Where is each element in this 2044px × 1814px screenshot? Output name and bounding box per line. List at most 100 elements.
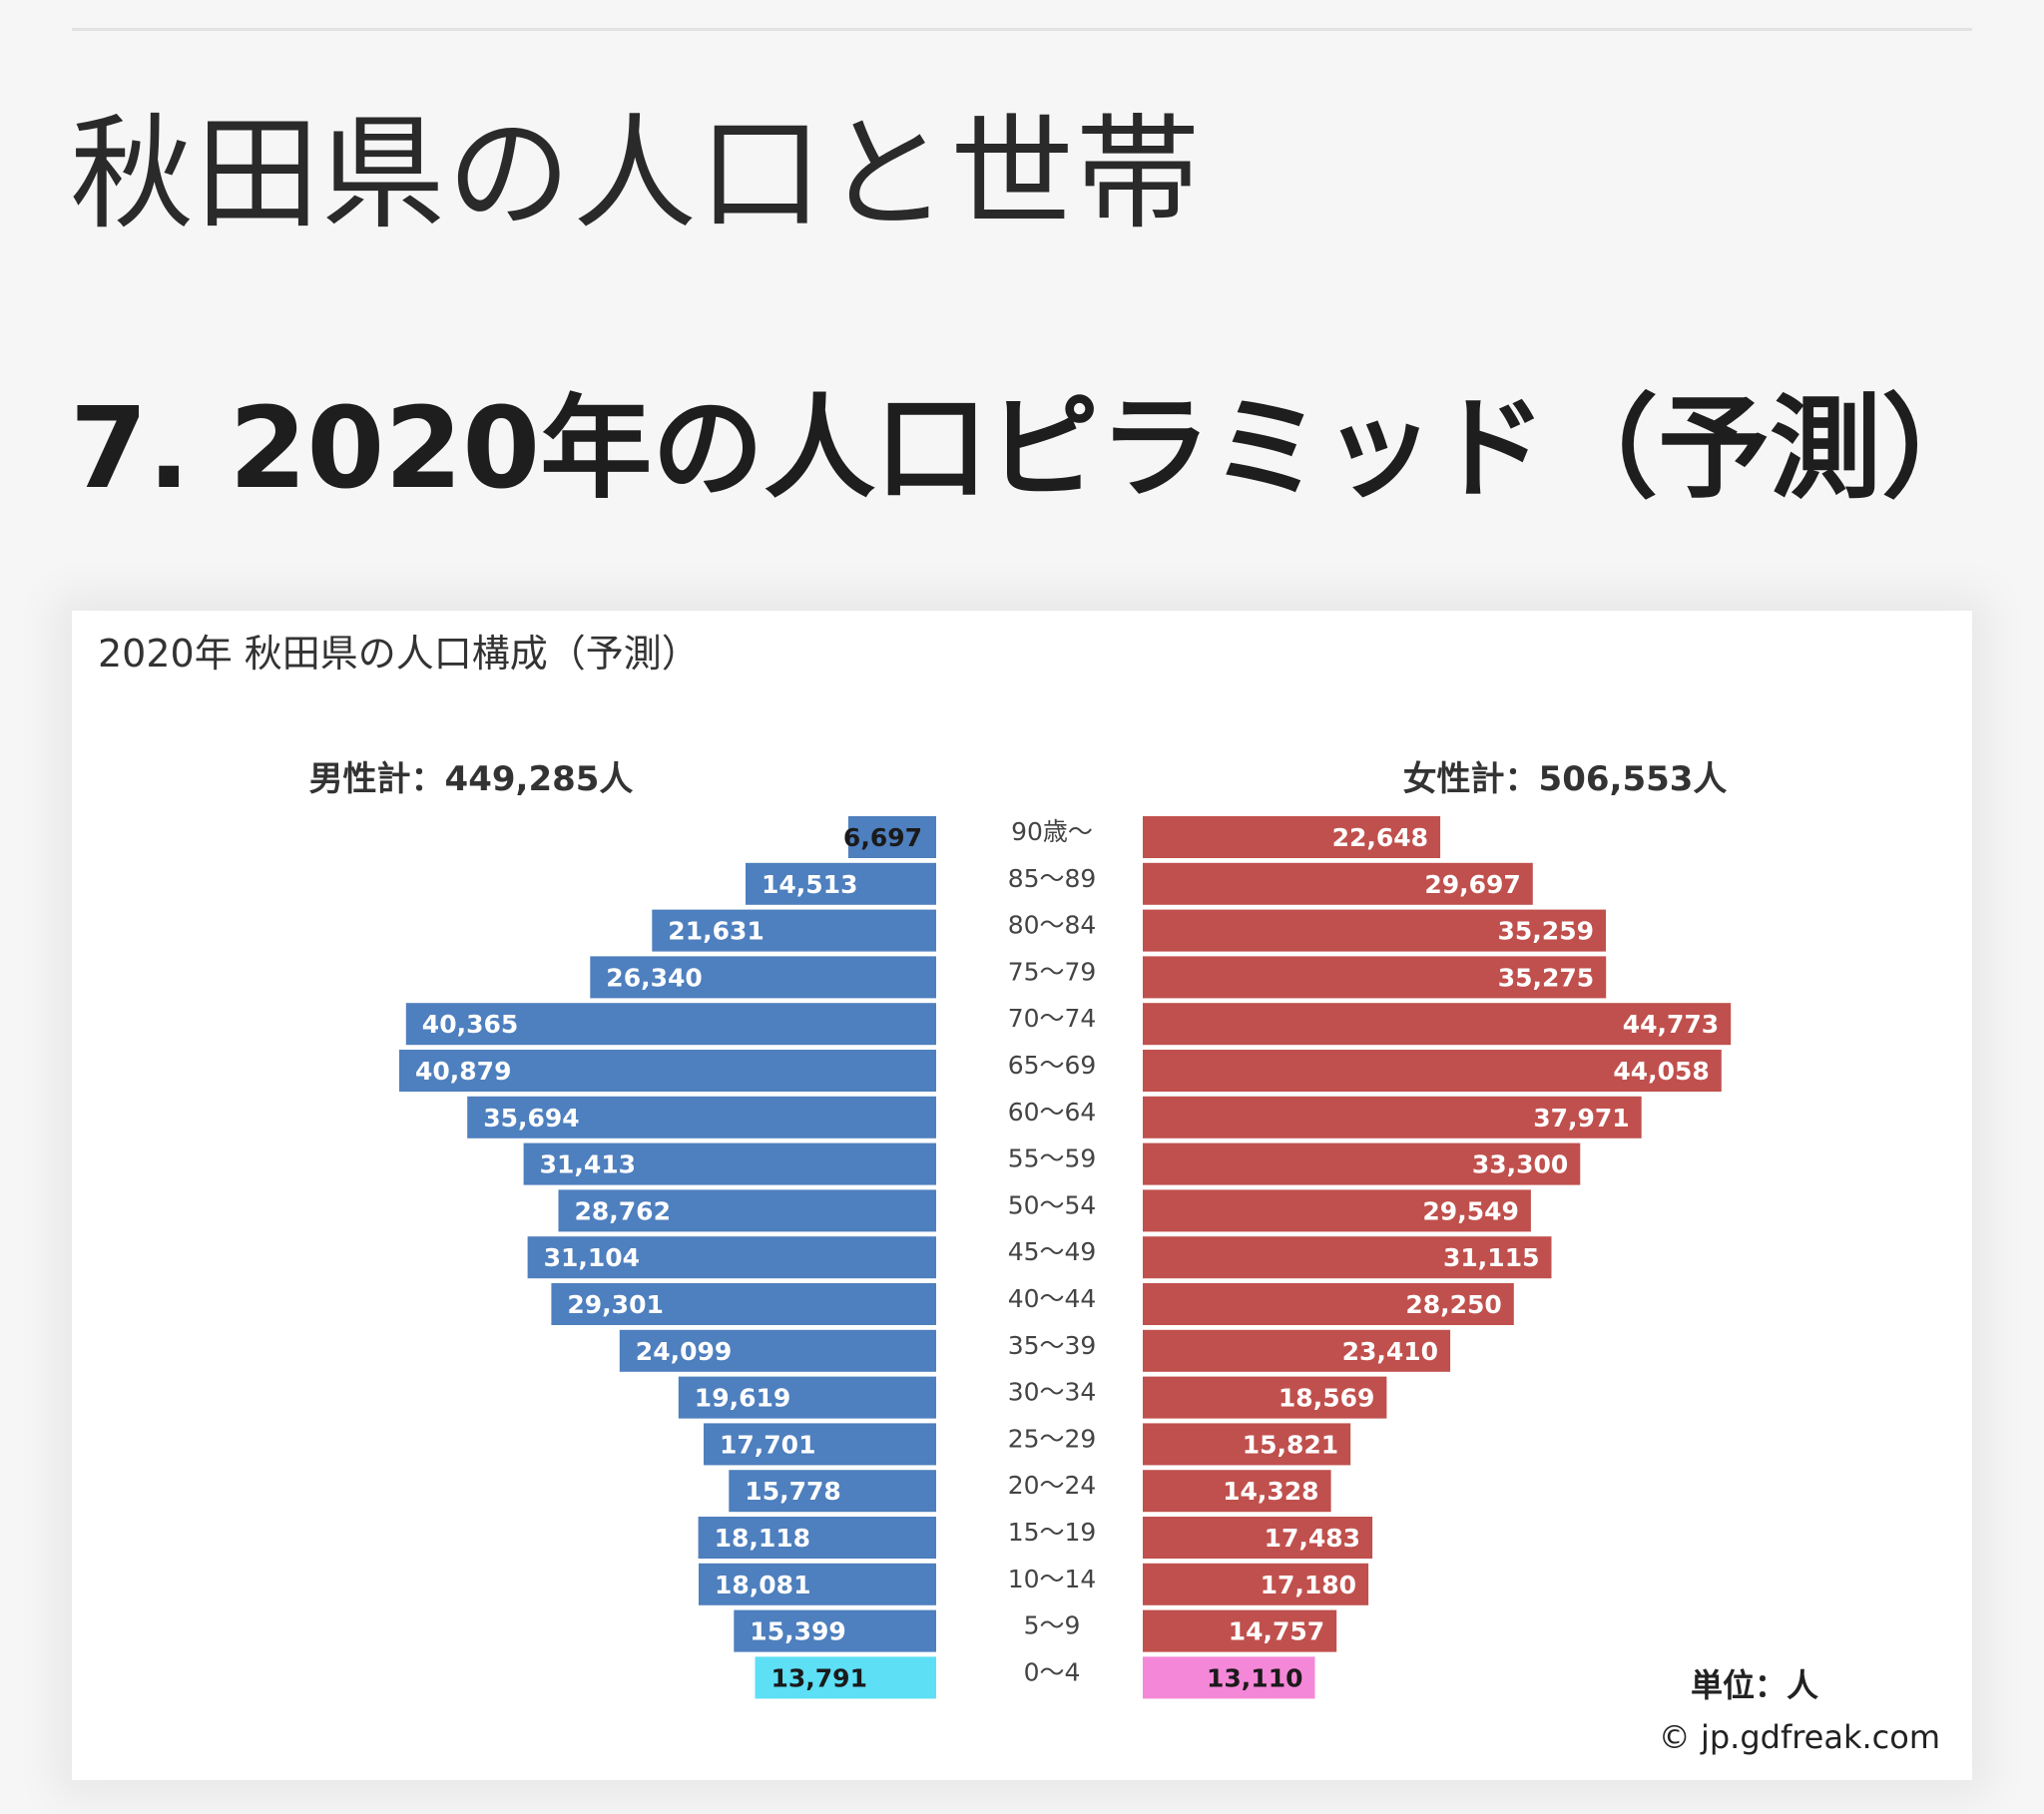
age-group-label: 85～89: [1008, 864, 1097, 893]
credit-label: © jp.gdfreak.com: [1659, 1718, 1940, 1756]
male-value-label: 40,879: [415, 1057, 511, 1086]
male-value-label: 24,099: [636, 1337, 732, 1366]
female-value-label: 14,757: [1229, 1617, 1324, 1646]
female-bar: [1143, 1050, 1722, 1092]
female-value-label: 35,259: [1498, 917, 1594, 946]
female-bar: [1143, 816, 1441, 858]
female-bar: [1143, 1376, 1387, 1419]
age-group-label: 25～29: [1008, 1424, 1097, 1453]
female-value-label: 17,483: [1265, 1524, 1360, 1553]
age-group-label: 5～9: [1024, 1611, 1081, 1640]
female-value-label: 28,250: [1405, 1290, 1501, 1319]
male-bar: [405, 1003, 936, 1046]
page-title: 秋田県の人口と世帯: [70, 103, 1203, 246]
age-group-label: 75～79: [1008, 957, 1097, 986]
female-bar: [1143, 1609, 1337, 1652]
female-value-label: 29,697: [1424, 870, 1520, 899]
female-value-label: 29,549: [1422, 1196, 1518, 1225]
male-bar: [523, 1142, 936, 1185]
age-group-label: 0～4: [1024, 1657, 1081, 1686]
male-value-label: 14,513: [762, 870, 857, 899]
male-value-label: 28,762: [575, 1196, 671, 1225]
male-bar: [699, 1563, 936, 1605]
age-group-label: 20～24: [1008, 1471, 1097, 1500]
age-group-label: 45～49: [1008, 1237, 1097, 1266]
male-value-label: 6,697: [843, 823, 922, 852]
age-group-label: 50～54: [1008, 1190, 1097, 1219]
male-value-label: 15,399: [750, 1617, 845, 1646]
male-bar: [746, 862, 936, 905]
male-bar: [467, 1096, 936, 1138]
age-group-label: 90歳～: [1011, 817, 1093, 846]
male-bar: [619, 1329, 936, 1372]
female-value-label: 15,821: [1243, 1430, 1338, 1459]
bars-group: 6,697 22,648 90歳～ 14,513 29,697 85～89 21,631 35…: [399, 816, 1732, 1699]
unit-label: 単位：人: [1691, 1666, 1818, 1704]
female-bar: [1143, 1096, 1642, 1138]
female-value-label: 18,569: [1278, 1384, 1374, 1413]
female-value-label: 23,410: [1342, 1337, 1438, 1366]
female-value-label: 13,110: [1207, 1663, 1302, 1692]
pyramid-svg: 2020年 秋田県の人口構成（予測） 男性計：449,285人 女性計：506,…: [98, 632, 1940, 1756]
female-bar: [1143, 1470, 1331, 1513]
female-value-label: 22,648: [1332, 823, 1428, 852]
male-bar: [527, 1236, 936, 1279]
female-bar: [1143, 1236, 1552, 1279]
male-value-label: 26,340: [606, 963, 702, 992]
female-value-label: 35,275: [1498, 963, 1594, 992]
female-bar: [1143, 862, 1533, 905]
male-bar: [847, 816, 936, 858]
male-value-label: 29,301: [567, 1290, 663, 1319]
age-group-label: 55～59: [1008, 1144, 1097, 1173]
male-bar: [399, 1050, 936, 1092]
age-group-label: 70～74: [1008, 1004, 1097, 1033]
age-group-label: 10～14: [1008, 1565, 1097, 1593]
female-value-label: 14,328: [1223, 1477, 1318, 1506]
male-value-label: 19,619: [695, 1384, 790, 1413]
male-bar: [734, 1609, 936, 1652]
female-bar: [1143, 1283, 1514, 1325]
male-value-label: 35,694: [483, 1104, 579, 1133]
female-bar: [1143, 1003, 1732, 1046]
female-value-label: 33,300: [1472, 1150, 1568, 1179]
age-group-label: 65～69: [1008, 1051, 1097, 1080]
male-total-label: 男性計：449,285人: [309, 759, 634, 799]
female-bar: [1143, 1329, 1451, 1372]
male-value-label: 31,413: [540, 1150, 636, 1179]
female-bar: [1143, 1423, 1351, 1466]
age-group-label: 60～64: [1008, 1098, 1097, 1127]
male-value-label: 13,791: [771, 1663, 867, 1692]
female-value-label: 44,773: [1623, 1010, 1719, 1039]
age-group-label: 80～84: [1008, 911, 1097, 940]
male-value-label: 17,701: [720, 1430, 815, 1459]
age-group-label: 40～44: [1008, 1284, 1097, 1313]
male-value-label: 18,118: [715, 1524, 810, 1553]
female-value-label: 31,115: [1443, 1243, 1539, 1272]
male-value-label: 40,365: [422, 1010, 518, 1039]
female-bar: [1143, 909, 1606, 952]
male-bar: [551, 1283, 936, 1325]
male-value-label: 15,778: [745, 1477, 840, 1506]
female-total-label: 女性計：506,553人: [1403, 759, 1728, 799]
female-bar: [1143, 1142, 1581, 1185]
female-bar: [1143, 1189, 1531, 1232]
female-bar: [1143, 1517, 1373, 1559]
top-divider: [72, 28, 1972, 31]
female-value-label: 17,180: [1261, 1571, 1356, 1599]
female-bar: [1143, 1563, 1369, 1605]
male-bar: [698, 1517, 936, 1559]
section-title: 7. 2020年の人口ピラミッド（予測）: [70, 384, 1994, 514]
female-value-label: 44,058: [1613, 1057, 1709, 1086]
age-group-label: 15～19: [1008, 1518, 1097, 1547]
male-bar: [729, 1470, 936, 1513]
age-group-label: 30～34: [1008, 1378, 1097, 1407]
male-value-label: 21,631: [668, 917, 764, 946]
female-value-label: 37,971: [1533, 1104, 1629, 1133]
male-bar: [678, 1376, 936, 1419]
male-value-label: 18,081: [715, 1571, 810, 1599]
male-bar: [558, 1189, 936, 1232]
male-bar: [652, 909, 936, 952]
chart-title: 2020年 秋田県の人口構成（予測）: [98, 632, 700, 676]
male-bar: [590, 956, 936, 999]
